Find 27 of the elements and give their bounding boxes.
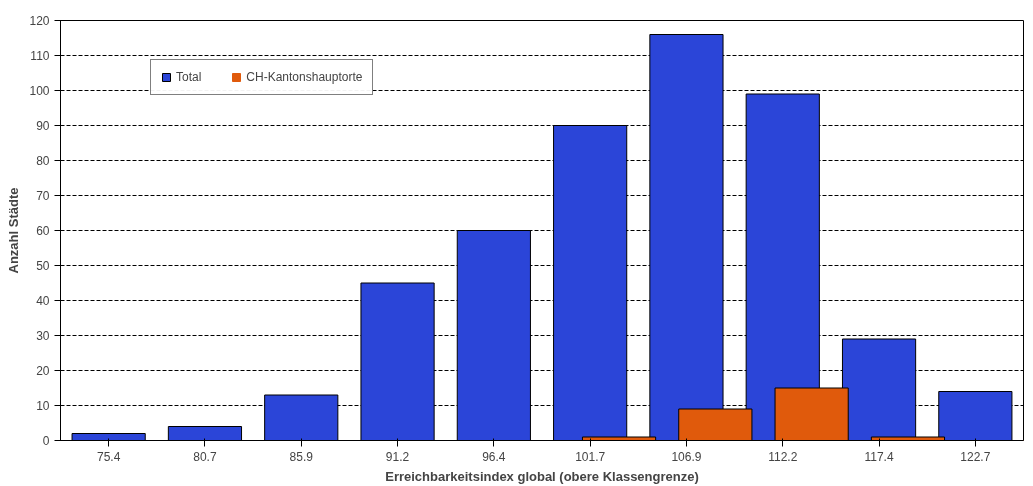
x-tick-label: 117.4 [864, 449, 894, 464]
x-tick-label: 96.4 [482, 449, 506, 464]
y-tick-label: 10 [36, 399, 50, 413]
y-axis-title: Anzahl Städte [6, 187, 22, 274]
y-tick-label: 120 [29, 14, 50, 28]
y-tick-label: 100 [29, 84, 50, 98]
x-tick-label: 80.7 [193, 449, 217, 464]
y-tick-label: 50 [36, 259, 50, 273]
legend-label: Total [176, 70, 202, 84]
y-tick-label: 30 [36, 329, 50, 343]
y-tick-label: 90 [36, 119, 50, 133]
y-tick-label: 70 [36, 189, 50, 203]
y-tick-label: 110 [30, 49, 50, 63]
x-tick-label: 75.4 [96, 449, 121, 464]
legend-label: CH-Kantonshauptorte [246, 70, 363, 84]
y-tick-label: 20 [36, 364, 50, 378]
y-tick-label: 0 [42, 434, 50, 448]
x-tick-label: 85.9 [289, 449, 314, 464]
y-tick-label: 60 [36, 224, 50, 238]
x-tick-label: 101.7 [575, 449, 606, 464]
x-axis-title: Erreichbarkeitsindex global (obere Klassengrenze) [385, 468, 699, 484]
x-tick-label: 122.7 [960, 449, 991, 464]
y-tick-label: 40 [36, 294, 50, 308]
x-tick-label: 106.9 [671, 449, 702, 464]
x-tick-label: 91.2 [385, 449, 410, 464]
x-tick-label: 112.2 [768, 449, 798, 464]
y-tick-label: 80 [36, 154, 50, 168]
